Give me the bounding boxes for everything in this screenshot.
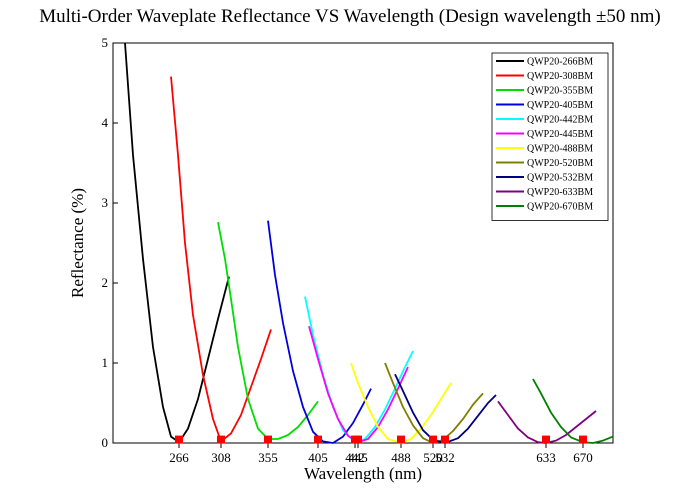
design-wavelength-marker: [264, 435, 272, 444]
series-line: [170, 76, 272, 443]
legend-entry: QWP20-266BM: [527, 57, 593, 68]
design-wavelength-marker: [579, 435, 587, 444]
chart-title: Multi-Order Waveplate Reflectance VS Wav…: [39, 6, 661, 27]
legend-entry: QWP20-442BM: [527, 115, 593, 126]
design-wavelength-marker: [314, 435, 322, 444]
design-wavelength-marker: [397, 435, 405, 444]
legend-box: [491, 52, 609, 221]
series-line: [217, 222, 319, 440]
x-tick-label: 633: [536, 450, 556, 465]
legend-entry: QWP20-405BM: [527, 100, 593, 111]
legend-entry: QWP20-670BM: [527, 202, 593, 213]
y-tick-label: 1: [102, 355, 109, 370]
x-tick-label: 670: [573, 450, 593, 465]
x-tick-label: 442: [345, 450, 365, 465]
design-wavelength-marker: [175, 435, 183, 444]
legend-entry: QWP20-355BM: [527, 86, 593, 97]
design-markers: [175, 435, 587, 444]
y-tick-label: 4: [102, 115, 109, 130]
x-tick-label: 488: [391, 450, 411, 465]
x-tick-label: 405: [308, 450, 328, 465]
x-tick-label: 266: [169, 450, 189, 465]
legend-entry: QWP20-532BM: [527, 173, 593, 184]
x-tick-label: 520: [423, 450, 443, 465]
legend: QWP20-266BM QWP20-308BM QWP20-355BM QWP20-4…: [491, 52, 609, 221]
y-axis-label: Reflectance (%): [68, 188, 87, 298]
series-line: [384, 362, 484, 444]
y-tick-label: 0: [102, 435, 109, 450]
design-wavelength-marker: [429, 435, 437, 444]
series-line: [394, 373, 497, 444]
legend-entry: QWP20-308BM: [527, 71, 593, 82]
series-line: [532, 378, 614, 444]
legend-entry: QWP20-445BM: [527, 129, 593, 140]
design-wavelength-marker: [542, 435, 550, 444]
series-line: [124, 42, 230, 444]
design-wavelength-marker: [217, 435, 225, 444]
design-wavelength-marker: [441, 435, 449, 444]
x-tick-label: 445: [348, 450, 368, 465]
plot-frame: [112, 42, 614, 444]
y-tick-label: 2: [102, 275, 109, 290]
legend-entry: QWP20-488BM: [527, 144, 593, 155]
series-line: [267, 220, 372, 444]
design-wavelength-marker: [354, 435, 362, 444]
y-tick-label: 5: [102, 35, 109, 50]
x-tick-label: 532: [435, 450, 455, 465]
legend-entry: QWP20-633BM: [527, 187, 593, 198]
legend-entry: QWP20-520BM: [527, 158, 593, 169]
x-tick-label: 308: [211, 450, 231, 465]
x-axis-label: Wavelength (nm): [304, 464, 422, 483]
x-tick-label: 355: [258, 450, 278, 465]
y-tick-label: 3: [102, 195, 109, 210]
